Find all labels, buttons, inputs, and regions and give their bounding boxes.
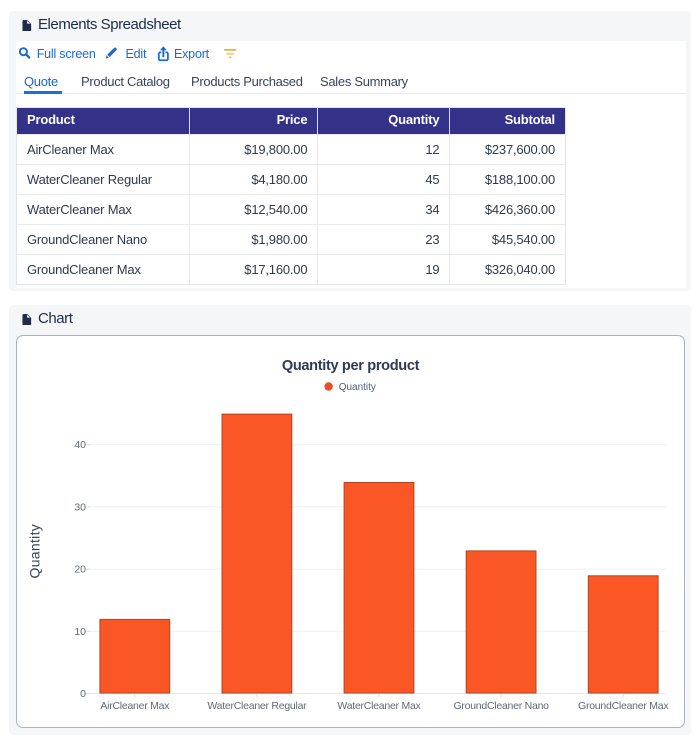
svg-text:WaterCleaner Regular: WaterCleaner Regular: [207, 700, 307, 712]
svg-text:20: 20: [74, 564, 86, 576]
svg-text:GroundCleaner Max: GroundCleaner Max: [578, 700, 669, 712]
svg-text:10: 10: [74, 626, 86, 638]
svg-text:Quantity: Quantity: [339, 382, 376, 393]
svg-text:GroundCleaner Nano: GroundCleaner Nano: [453, 700, 549, 712]
svg-text:30: 30: [74, 501, 86, 513]
svg-text:AirCleaner Max: AirCleaner Max: [100, 700, 170, 712]
svg-text:40: 40: [74, 439, 86, 451]
svg-text:0: 0: [80, 688, 86, 700]
svg-text:Quantity: Quantity: [27, 524, 43, 579]
svg-text:Quantity per product: Quantity per product: [282, 358, 420, 374]
svg-text:WaterCleaner Max: WaterCleaner Max: [337, 700, 421, 712]
